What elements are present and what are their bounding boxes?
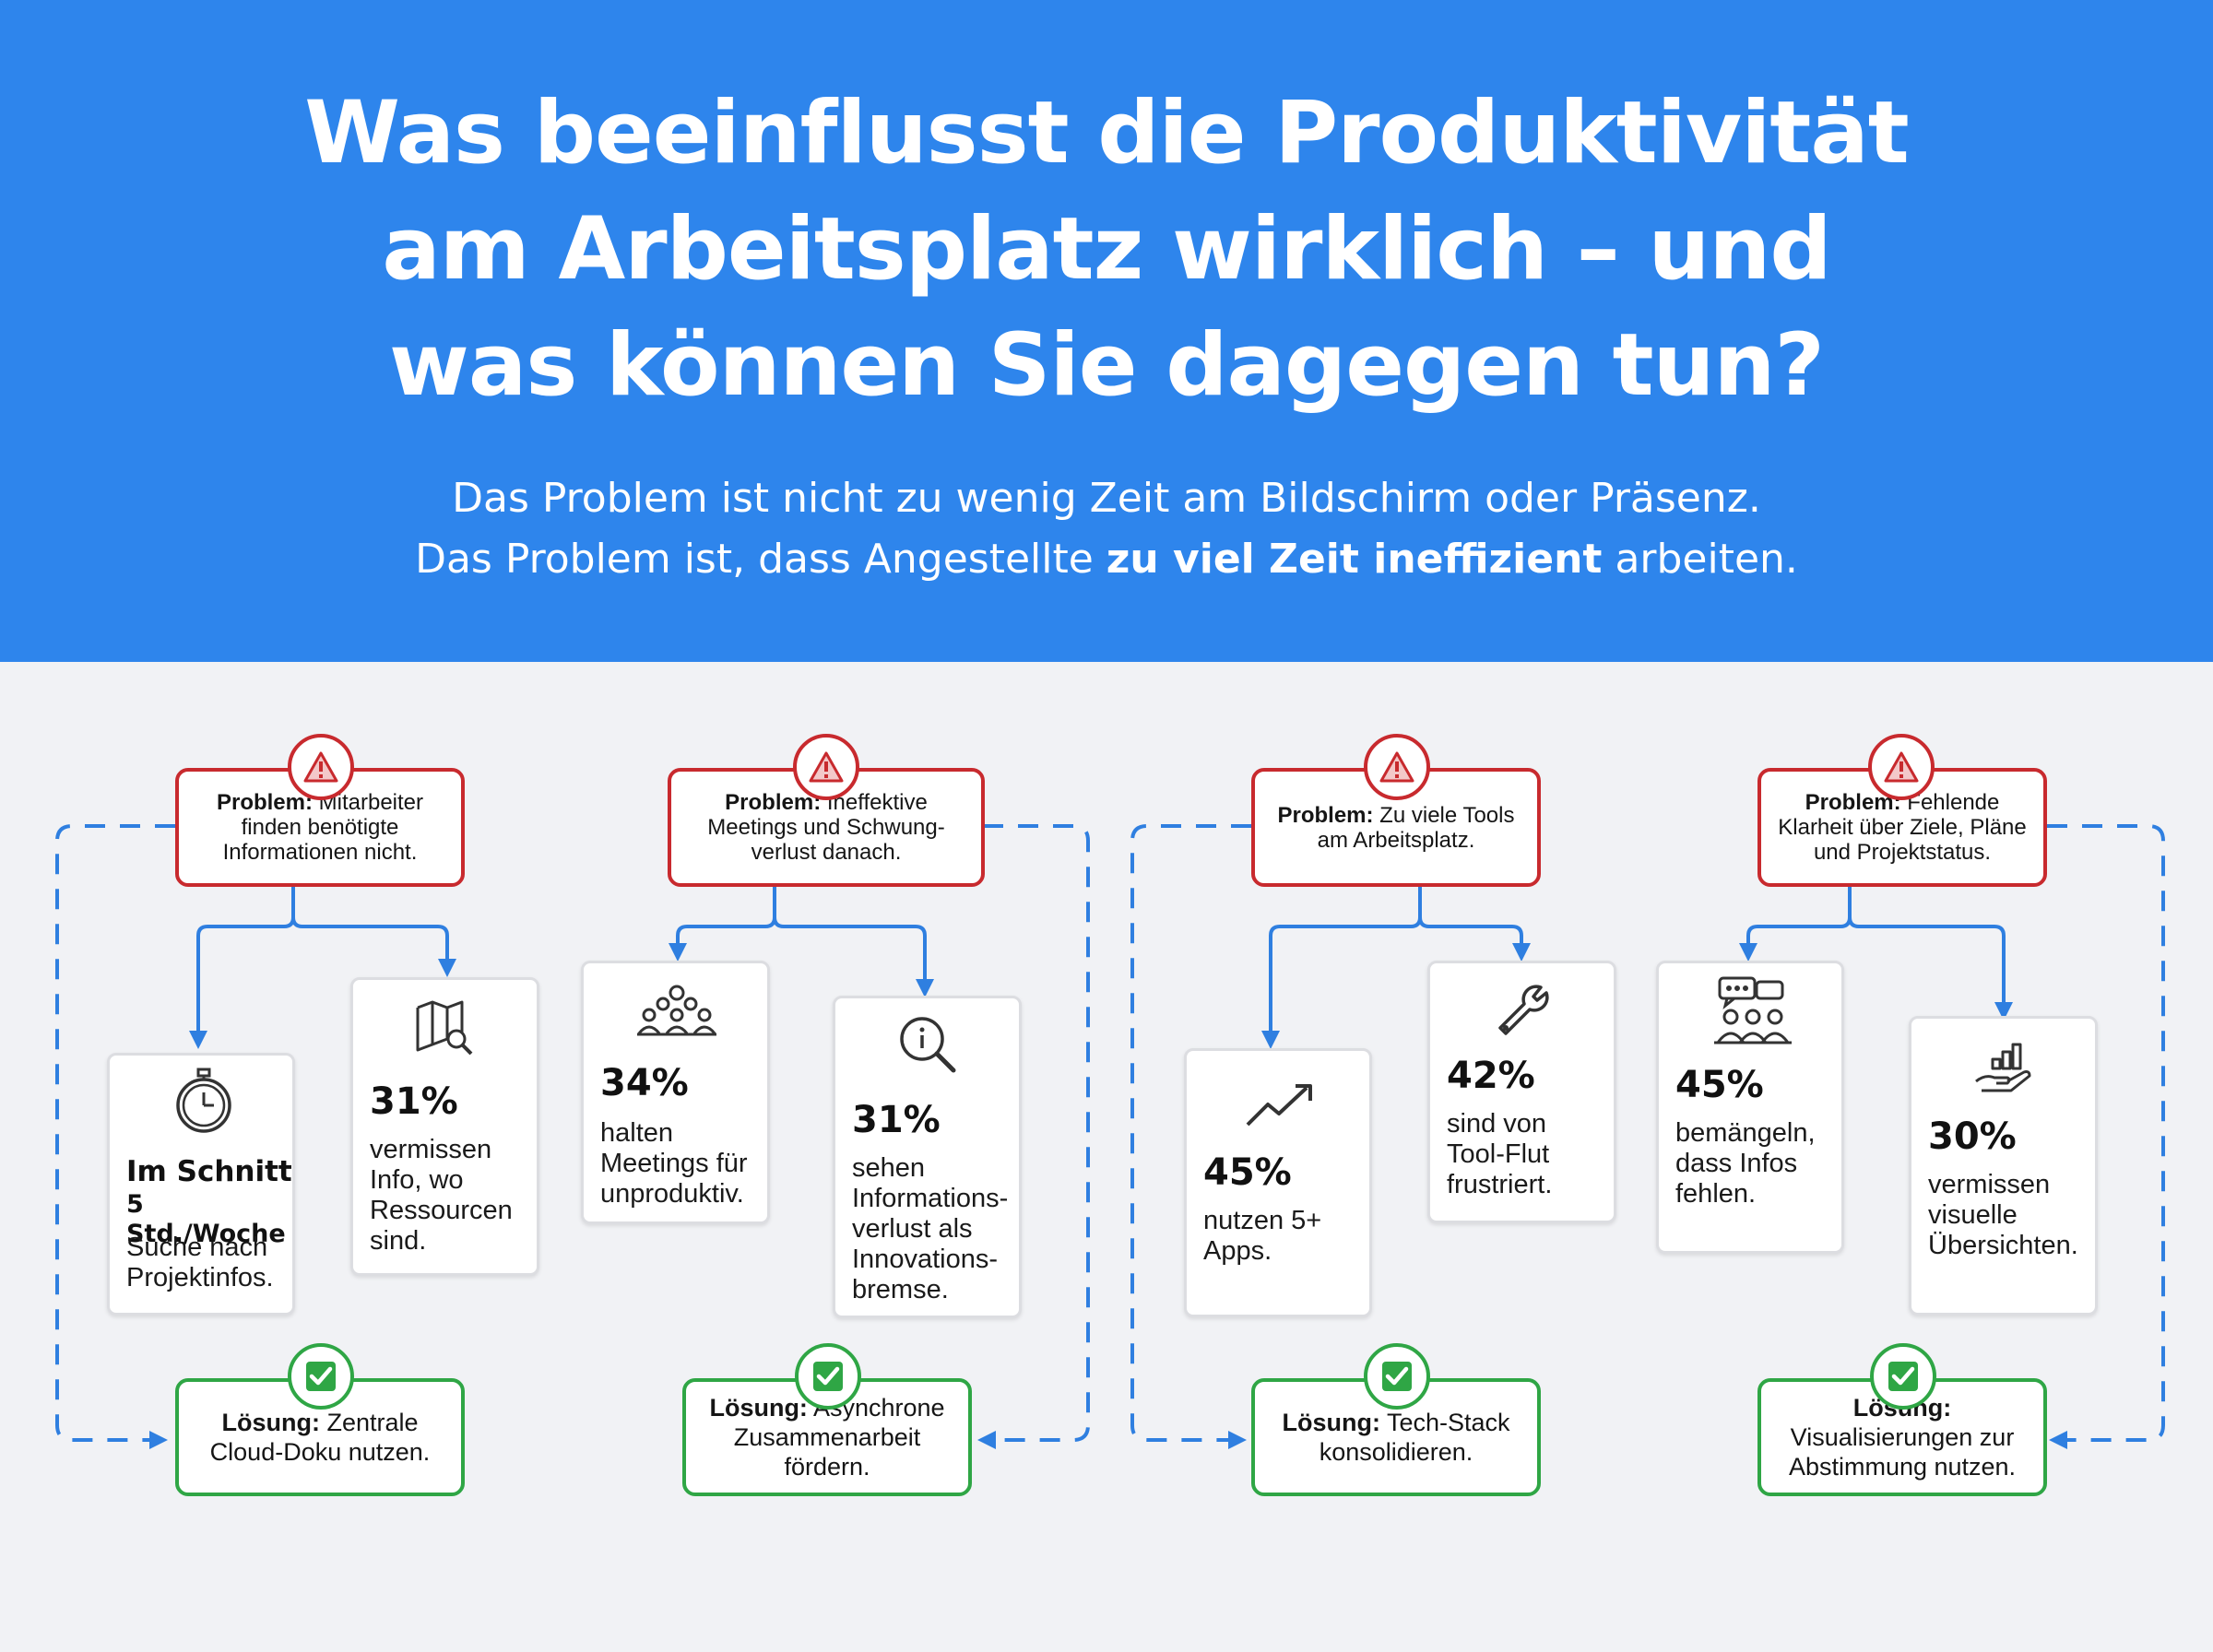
warning-icon xyxy=(1379,751,1414,783)
stat-percent: 34% xyxy=(600,1062,689,1104)
check-badge xyxy=(1364,1343,1430,1410)
problem-text: Zu viele Tools am Arbeitsplatz. xyxy=(1317,802,1515,853)
arrow-problem2-card2 xyxy=(773,887,934,997)
subtitle-line: Das Problem ist nicht zu wenig Zeit am B… xyxy=(452,475,1761,522)
warning-badge xyxy=(1868,734,1935,800)
stat-percent: 31% xyxy=(852,1099,941,1141)
stat-text: vermissen visuelle Übersichten. xyxy=(1928,1170,2078,1260)
stat-percent: 31% xyxy=(370,1080,458,1123)
title-line: am Arbeitsplatz wirklich – und xyxy=(382,199,1831,300)
problem-text: Fehlende Klarheit über Ziele, Pläne und … xyxy=(1778,790,2027,865)
problem-box-3: Problem: Zu viele Tools am Arbeitsplatz. xyxy=(1251,768,1541,887)
subtitle-emphasis: zu viel Zeit ineffizient xyxy=(1106,536,1603,583)
title-line: was können Sie dagegen tun? xyxy=(389,315,1825,416)
warning-badge xyxy=(793,734,859,800)
solution-label: Lösung: xyxy=(1282,1409,1380,1436)
warning-icon xyxy=(1884,751,1919,783)
arrow-problem2-card1 xyxy=(669,887,776,962)
stat-percent: 45% xyxy=(1675,1064,1764,1106)
check-badge xyxy=(288,1343,354,1410)
check-icon xyxy=(813,1362,843,1391)
chart-hand-icon xyxy=(1975,1043,2031,1092)
solution-box-3: Lösung: Tech-Stack konsolidieren. xyxy=(1251,1378,1541,1496)
check-icon xyxy=(306,1362,336,1391)
warning-badge xyxy=(288,734,354,800)
stat-text: bemängeln, dass Infos fehlen. xyxy=(1675,1118,1816,1209)
title-line: Was beeinflusst die Produktivität xyxy=(304,83,1909,183)
problem-label: Problem: xyxy=(725,790,822,815)
problem-text: Ineffektive Meetings und Schwung-verlust… xyxy=(707,790,945,865)
stat-percent: 30% xyxy=(1928,1115,2017,1158)
stat-headline: Im Schnitt xyxy=(126,1155,292,1188)
dashed-bypass-flow1 xyxy=(55,824,175,1449)
solution-label: Lösung: xyxy=(221,1409,320,1436)
check-badge xyxy=(795,1343,861,1410)
dashed-bypass-flow4 xyxy=(2047,824,2165,1449)
stat-card-visual-overview: 30% vermissen visuelle Übersichten. xyxy=(1909,1016,2098,1316)
subtitle-text: Das Problem ist, dass Angestellte xyxy=(415,536,1106,583)
warning-icon xyxy=(809,751,844,783)
stat-text: vermissen Info, wo Ressourcen sind. xyxy=(370,1135,513,1256)
stat-text: nutzen 5+ Apps. xyxy=(1203,1206,1322,1266)
map-search-icon xyxy=(416,1000,473,1056)
page-subtitle: Das Problem ist nicht zu wenig Zeit am B… xyxy=(0,468,2213,590)
stat-card-missing-info: 45% bemängeln, dass Infos fehlen. xyxy=(1656,961,1844,1254)
stopwatch-icon xyxy=(176,1068,231,1133)
stat-text: sind von Tool-Flut frustriert. xyxy=(1447,1109,1553,1199)
arrow-problem3-card2 xyxy=(1418,887,1531,962)
info-search-icon xyxy=(900,1017,956,1073)
stat-text: sehen Informations- verlust als Innovati… xyxy=(852,1153,1009,1304)
dashed-bypass-flow2 xyxy=(977,824,1090,1449)
check-badge xyxy=(1870,1343,1936,1410)
arrow-problem4-card2 xyxy=(1848,887,2013,1021)
arrow-problem4-card1 xyxy=(1739,887,1852,962)
wrench-icon xyxy=(1498,985,1549,1035)
solution-label: Lösung: xyxy=(709,1394,808,1422)
problem-label: Problem: xyxy=(1277,802,1374,828)
stat-card-info-loss: 31% sehen Informations- verlust als Inno… xyxy=(833,996,1022,1318)
trend-up-icon xyxy=(1246,1084,1312,1127)
dashed-bypass-flow3 xyxy=(1130,824,1251,1449)
stat-text: Suche nach Projektinfos. xyxy=(126,1233,274,1292)
check-icon xyxy=(1888,1362,1918,1391)
solution-text: Asynchrone Zusammenarbeit fördern. xyxy=(733,1394,945,1481)
warning-icon xyxy=(303,751,338,783)
subtitle-line: Das Problem ist, dass Angestellte zu vie… xyxy=(0,529,2213,590)
stat-subline: 5 Std./Woche xyxy=(126,1190,286,1248)
stat-text: halten Meetings für unproduktiv. xyxy=(600,1118,748,1209)
solution-text: Visualisierungen zur Abstimmung nutzen. xyxy=(1788,1423,2017,1481)
solution-text: Tech-Stack konsolidieren. xyxy=(1319,1409,1510,1466)
stat-percent: 42% xyxy=(1447,1055,1535,1097)
warning-badge xyxy=(1364,734,1430,800)
arrow-problem3-card1 xyxy=(1261,887,1422,1049)
stat-card-meetings: 34% halten Meetings für unproduktiv. xyxy=(581,961,770,1224)
solution-text: Zentrale Cloud-Doku nutzen. xyxy=(209,1409,431,1466)
check-icon xyxy=(1382,1362,1412,1391)
stat-percent: 45% xyxy=(1203,1151,1292,1194)
team-chat-icon xyxy=(1714,976,1792,1044)
arrow-problem1-card1 xyxy=(189,887,295,1049)
stat-card-tool-overload: 42% sind von Tool-Flut frustriert. xyxy=(1427,961,1616,1223)
stat-card-resources: 31% vermissen Info, wo Ressourcen sind. xyxy=(350,977,539,1276)
page-title: Was beeinflusst die Produktivität am Arb… xyxy=(0,76,2213,424)
audience-icon xyxy=(637,985,716,1036)
subtitle-text: arbeiten. xyxy=(1602,536,1798,583)
problem-label: Problem: xyxy=(216,790,313,815)
arrow-problem1-card2 xyxy=(291,887,456,977)
stat-card-search-time: Im Schnitt 5 Std./Woche Suche nach Proje… xyxy=(107,1053,295,1316)
stat-card-apps: 45% nutzen 5+ Apps. xyxy=(1184,1048,1372,1317)
header-banner: Was beeinflusst die Produktivität am Arb… xyxy=(0,0,2213,662)
